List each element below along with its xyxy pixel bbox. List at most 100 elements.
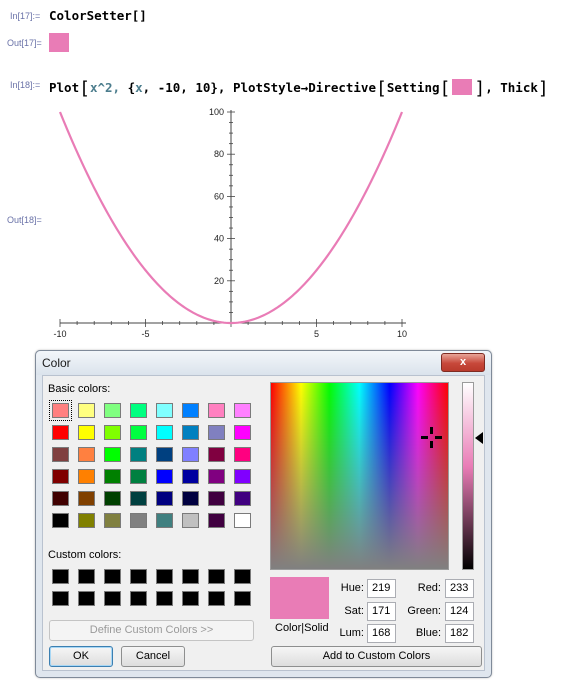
- basic-color-swatch[interactable]: [104, 425, 121, 440]
- basic-color-swatch[interactable]: [208, 425, 225, 440]
- basic-color-swatch[interactable]: [208, 447, 225, 462]
- custom-color-swatch[interactable]: [182, 569, 199, 584]
- basic-color-swatch[interactable]: [234, 447, 251, 462]
- custom-color-swatch[interactable]: [234, 591, 251, 606]
- basic-color-swatch[interactable]: [182, 469, 199, 484]
- custom-color-swatch[interactable]: [182, 591, 199, 606]
- basic-color-swatch[interactable]: [182, 403, 199, 418]
- basic-color-swatch[interactable]: [78, 513, 95, 528]
- plot-input[interactable]: Plot[x^2, {x, -10, 10}, PlotStyle→Direct…: [49, 76, 549, 99]
- dialog-titlebar[interactable]: Color x: [36, 351, 491, 375]
- basic-color-swatch[interactable]: [182, 447, 199, 462]
- basic-color-swatch[interactable]: [156, 469, 173, 484]
- basic-color-swatch[interactable]: [130, 513, 147, 528]
- basic-color-swatch[interactable]: [104, 447, 121, 462]
- basic-color-swatch[interactable]: [208, 469, 225, 484]
- basic-color-swatch[interactable]: [78, 403, 95, 418]
- basic-color-swatch[interactable]: [130, 491, 147, 506]
- basic-color-swatch[interactable]: [130, 403, 147, 418]
- custom-color-swatch[interactable]: [78, 591, 95, 606]
- code-thick: , Thick: [485, 80, 538, 95]
- basic-color-swatch[interactable]: [78, 425, 95, 440]
- basic-color-swatch[interactable]: [156, 403, 173, 418]
- code-bracket: ]: [474, 78, 486, 99]
- close-button[interactable]: x: [441, 353, 485, 372]
- basic-color-swatch[interactable]: [182, 425, 199, 440]
- lum-field[interactable]: 168: [367, 624, 396, 643]
- cancel-button[interactable]: Cancel: [121, 646, 185, 667]
- blue-field[interactable]: 182: [445, 624, 474, 643]
- basic-color-swatch[interactable]: [52, 447, 69, 462]
- custom-color-swatch[interactable]: [208, 569, 225, 584]
- basic-color-swatch[interactable]: [208, 403, 225, 418]
- code-list-var: x: [135, 80, 143, 95]
- basic-color-swatch[interactable]: [104, 403, 121, 418]
- basic-color-swatch[interactable]: [234, 403, 251, 418]
- custom-color-swatch[interactable]: [78, 569, 95, 584]
- basic-color-swatch[interactable]: [52, 513, 69, 528]
- basic-color-swatch[interactable]: [49, 400, 72, 421]
- basic-color-swatch[interactable]: [52, 425, 69, 440]
- green-field[interactable]: 124: [445, 602, 474, 621]
- basic-color-swatch[interactable]: [182, 513, 199, 528]
- basic-color-swatch[interactable]: [104, 513, 121, 528]
- hue-field[interactable]: 219: [367, 579, 396, 598]
- basic-color-swatch[interactable]: [52, 469, 69, 484]
- basic-color-swatch[interactable]: [234, 491, 251, 506]
- basic-color-swatch[interactable]: [78, 447, 95, 462]
- basic-color-swatch[interactable]: [234, 513, 251, 528]
- custom-color-swatch[interactable]: [104, 569, 121, 584]
- basic-color-swatch[interactable]: [130, 447, 147, 462]
- output-label-18: Out[18]=: [7, 215, 42, 225]
- custom-color-swatch[interactable]: [52, 569, 69, 584]
- code-arrow: →: [300, 80, 309, 95]
- custom-color-swatch[interactable]: [52, 591, 69, 606]
- y-tick-label: 60: [214, 191, 224, 201]
- basic-color-swatch[interactable]: [156, 425, 173, 440]
- luminance-arrow-icon[interactable]: [475, 432, 483, 444]
- basic-color-swatch[interactable]: [182, 491, 199, 506]
- add-to-custom-colors-button[interactable]: Add to Custom Colors: [271, 646, 482, 667]
- basic-color-swatch[interactable]: [156, 447, 173, 462]
- code-bracket: [: [439, 78, 451, 99]
- basic-color-swatch[interactable]: [156, 491, 173, 506]
- basic-color-swatch[interactable]: [130, 425, 147, 440]
- crosshair-icon: [421, 427, 442, 448]
- setting-color-swatch[interactable]: [452, 79, 473, 95]
- colorsetter-input[interactable]: ColorSetter[]: [49, 8, 147, 23]
- y-tick-label: 20: [214, 276, 224, 286]
- basic-color-swatch[interactable]: [234, 469, 251, 484]
- basic-color-swatch[interactable]: [104, 491, 121, 506]
- code-plot-fn: Plot: [49, 80, 80, 95]
- basic-color-swatch[interactable]: [52, 491, 69, 506]
- custom-color-swatch[interactable]: [130, 569, 147, 584]
- custom-color-swatch[interactable]: [156, 569, 173, 584]
- custom-color-swatch[interactable]: [130, 591, 147, 606]
- red-field[interactable]: 233: [445, 579, 474, 598]
- custom-color-swatch[interactable]: [208, 591, 225, 606]
- custom-color-swatch[interactable]: [104, 591, 121, 606]
- basic-color-swatch[interactable]: [78, 491, 95, 506]
- color-solid-label: Color|Solid: [275, 622, 329, 634]
- x-tick-label: 5: [314, 329, 319, 339]
- basic-color-swatch[interactable]: [130, 469, 147, 484]
- sat-field[interactable]: 171: [367, 602, 396, 621]
- input-label-17: In[17]:=: [10, 11, 41, 21]
- basic-color-swatch[interactable]: [104, 469, 121, 484]
- custom-color-swatch[interactable]: [234, 569, 251, 584]
- code-list-open: {: [127, 80, 136, 95]
- code-list-rest: , -10, 10},: [142, 80, 226, 95]
- sat-label: Sat:: [344, 605, 364, 617]
- basic-color-swatch[interactable]: [78, 469, 95, 484]
- parabola-plot: -10 -5 5 10 20 40 60 80 100: [53, 107, 407, 339]
- color-setter-swatch[interactable]: [49, 33, 69, 52]
- basic-color-swatch[interactable]: [208, 491, 225, 506]
- luminance-slider[interactable]: [462, 382, 474, 570]
- basic-color-swatch[interactable]: [156, 513, 173, 528]
- color-spectrum[interactable]: [270, 382, 449, 570]
- basic-color-swatch[interactable]: [234, 425, 251, 440]
- custom-color-swatch[interactable]: [156, 591, 173, 606]
- ok-button[interactable]: OK: [49, 646, 113, 667]
- color-preview: [270, 577, 329, 619]
- basic-color-swatch[interactable]: [208, 513, 225, 528]
